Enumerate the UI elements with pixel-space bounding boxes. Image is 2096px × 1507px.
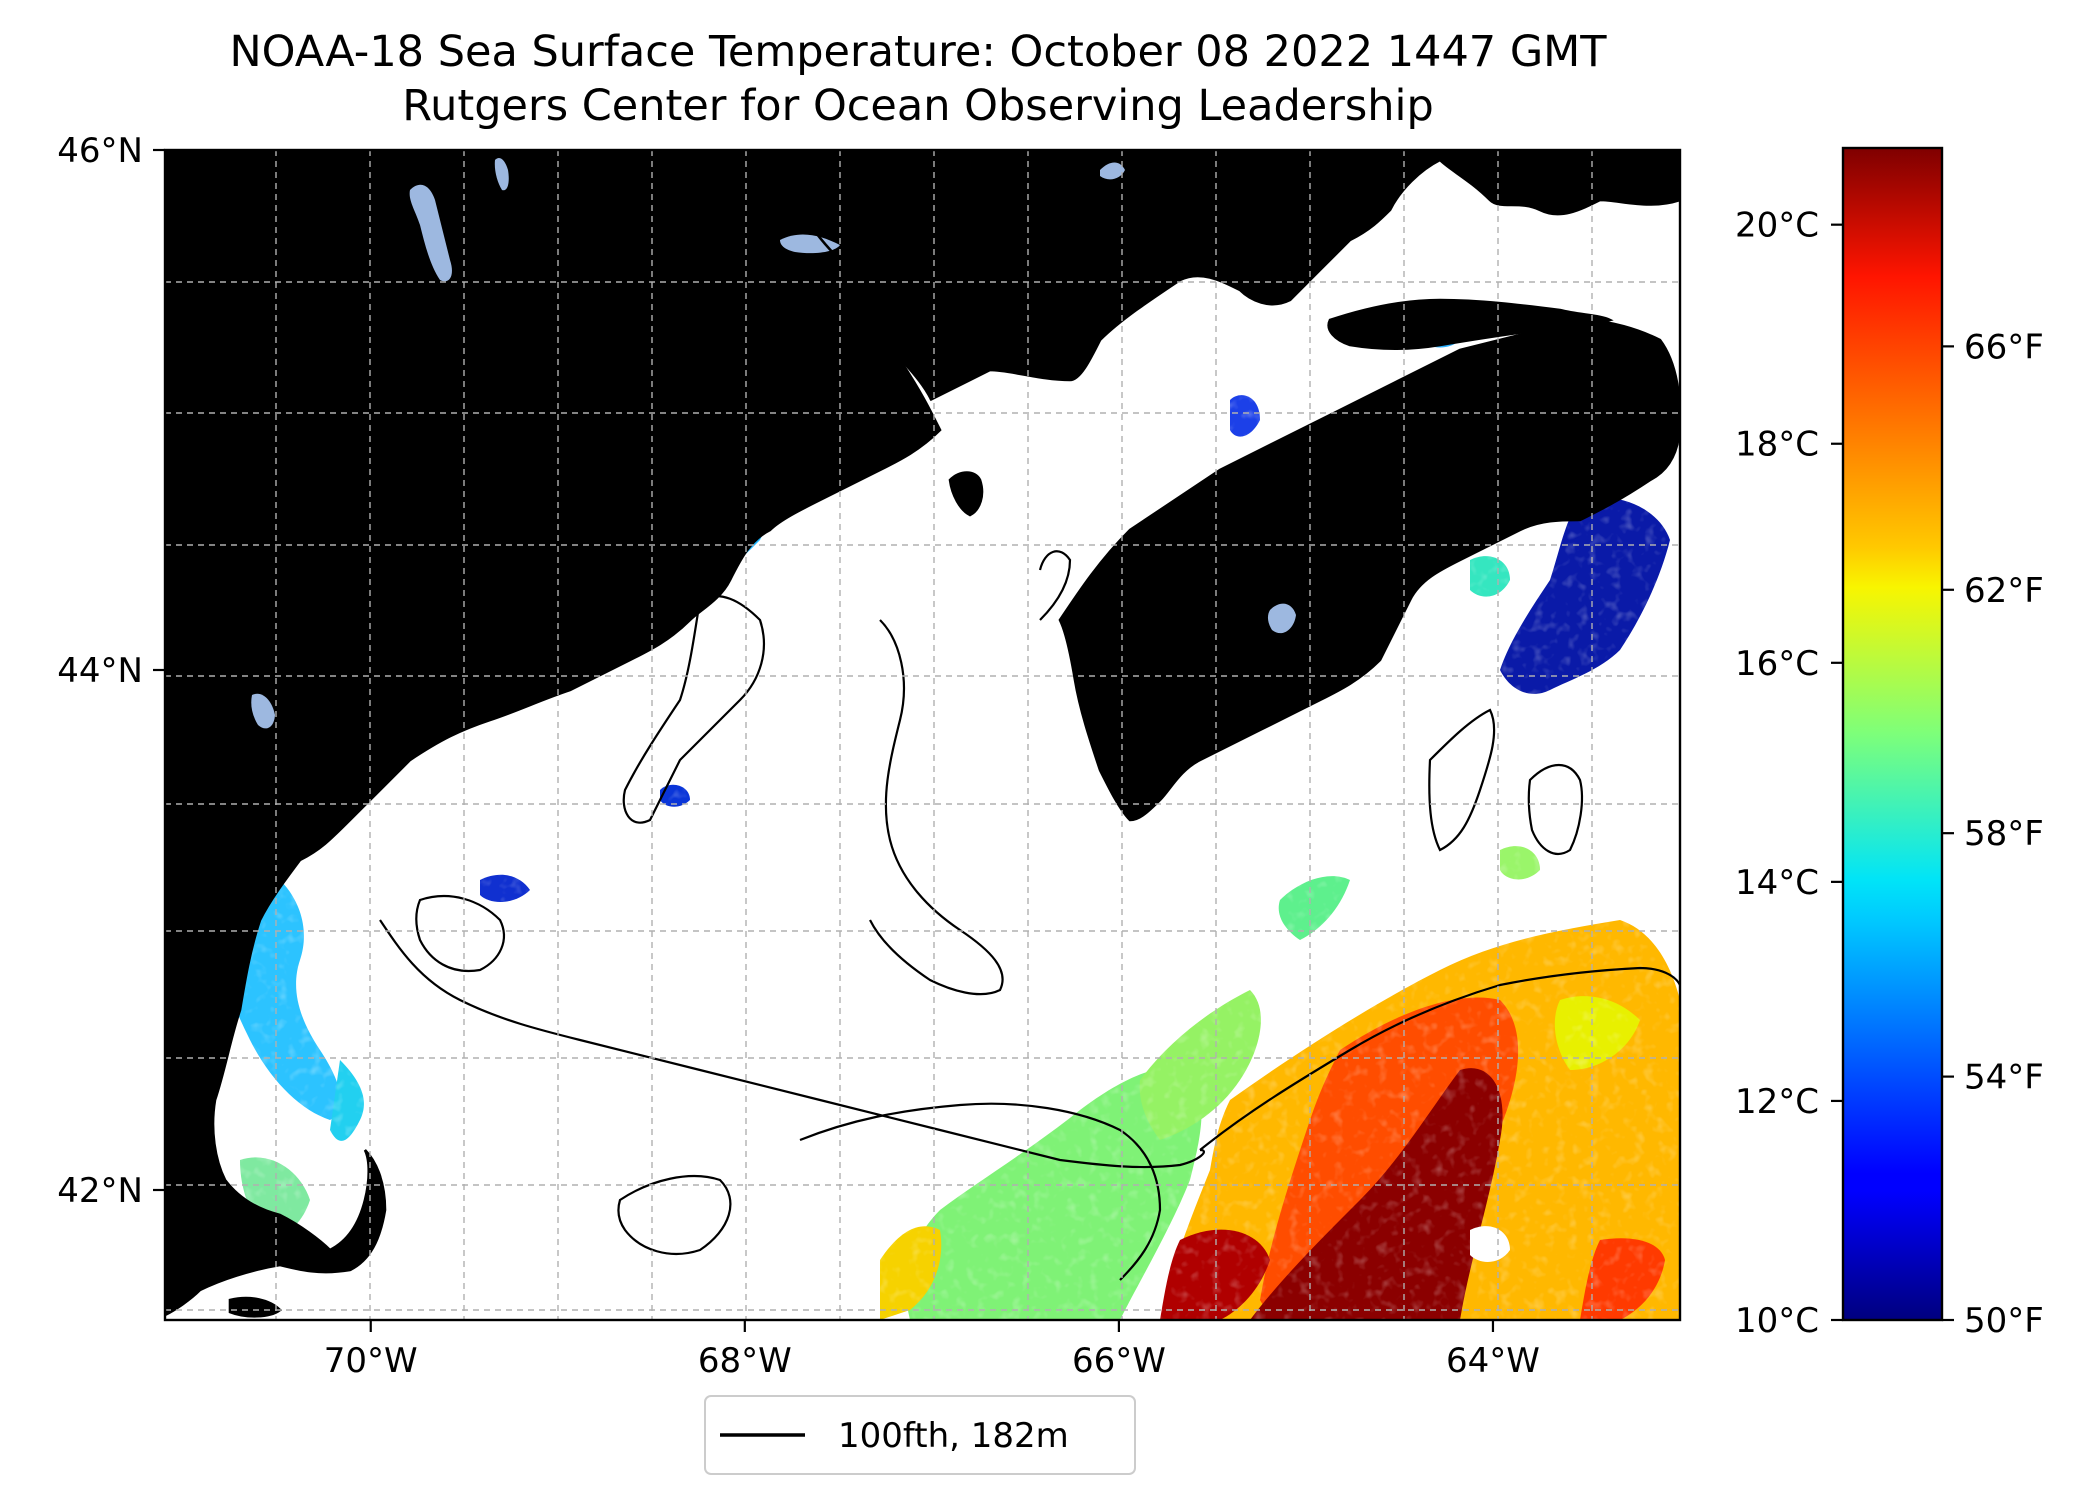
isobath-jordan-basin bbox=[622, 595, 765, 824]
coastline-new-england-maine bbox=[165, 150, 942, 1317]
colorbar-fahrenheit-tick-label: 62°F bbox=[1964, 571, 2044, 611]
lake-moosehead bbox=[409, 184, 452, 282]
isobath-scotian-shelf bbox=[1428, 708, 1496, 852]
legend-box bbox=[704, 1395, 1136, 1475]
title-line-2: Rutgers Center for Ocean Observing Leade… bbox=[402, 81, 1434, 131]
isobath-wilkinson-basin bbox=[415, 895, 505, 973]
coastlines bbox=[165, 150, 1680, 1318]
isobath-georges-basin bbox=[617, 1174, 732, 1255]
colorbar-gradient bbox=[1843, 148, 1942, 1320]
coastline-grand-manan bbox=[948, 471, 984, 517]
isobath-browns-bank bbox=[1527, 764, 1584, 856]
colorbar-celsius-tick-label: 18°C bbox=[1735, 425, 1819, 465]
colorbar-fahrenheit-tick-label: 50°F bbox=[1964, 1301, 2044, 1341]
coastline-pei bbox=[1327, 298, 1614, 351]
colorbar-celsius-tick-label: 12°C bbox=[1735, 1082, 1819, 1122]
colorbar-fahrenheit-tick-label: 58°F bbox=[1964, 814, 2044, 854]
land-new-brunswick bbox=[780, 150, 1680, 400]
colorbar-fahrenheit-axis: 50°F 54°F 58°F 62°F 66°F bbox=[1942, 327, 2044, 1341]
coastline-nova-scotia bbox=[1058, 318, 1680, 822]
lakes-layer bbox=[251, 158, 1296, 729]
isobath-fundy-mouth bbox=[1038, 550, 1072, 621]
coastline-new-brunswick bbox=[929, 158, 1680, 402]
map-panel bbox=[163, 148, 1682, 1322]
colorbar-celsius-tick-label: 16°C bbox=[1735, 644, 1819, 684]
map-frame bbox=[163, 148, 1682, 1322]
lake-northern-1 bbox=[1100, 162, 1125, 180]
colorbar-fahrenheit-tick-label: 66°F bbox=[1964, 327, 2044, 367]
lake-sebago bbox=[251, 693, 275, 729]
colorbar-celsius-tick-label: 10°C bbox=[1735, 1301, 1819, 1341]
x-tick-label: 68°W bbox=[698, 1341, 792, 1381]
land-grand-manan bbox=[950, 472, 982, 515]
x-tick-label: 66°W bbox=[1072, 1341, 1166, 1381]
colorbar-frame bbox=[1841, 146, 1944, 1322]
legend: 100fth, 182m bbox=[704, 1395, 1136, 1475]
colorbar: 10°C 12°C 14°C 16°C 18°C 20°C 50°F 54°F 58°F 62°… bbox=[1735, 146, 2044, 1341]
isobath-georges-bank bbox=[799, 1102, 1162, 1281]
lake-chesuncook bbox=[494, 158, 509, 191]
isobath-100fth bbox=[379, 550, 1680, 1281]
colorbar-celsius-axis: 10°C 12°C 14°C 16°C 18°C 20°C bbox=[1735, 206, 1843, 1341]
title-line-1: NOAA-18 Sea Surface Temperature: October… bbox=[229, 27, 1607, 77]
x-tick-label: 64°W bbox=[1446, 1341, 1540, 1381]
x-tick-label: 70°W bbox=[324, 1341, 418, 1381]
isobath-gulf-of-maine-rim bbox=[379, 919, 1206, 1169]
isobath-shelf-edge bbox=[1199, 966, 1680, 1151]
graticule bbox=[165, 150, 1680, 1320]
colorbar-celsius-tick-label: 14°C bbox=[1735, 863, 1819, 903]
isobath-mid-gulf bbox=[869, 619, 1004, 996]
y-tick-label: 44°N bbox=[57, 651, 143, 691]
y-axis: 46°N 44°N 42°N bbox=[57, 131, 165, 1211]
x-axis: 70°W 68°W 66°W 64°W bbox=[324, 1320, 1540, 1381]
colorbar-fahrenheit-tick-label: 54°F bbox=[1964, 1058, 2044, 1098]
y-tick-label: 42°N bbox=[57, 1171, 143, 1211]
y-tick-label: 46°N bbox=[57, 131, 143, 171]
land-nova-scotia bbox=[1060, 320, 1680, 820]
colorbar-celsius-tick-label: 20°C bbox=[1735, 206, 1819, 246]
lake-grand bbox=[780, 234, 840, 254]
legend-label: 100fth, 182m bbox=[838, 1416, 1069, 1456]
border-maine-nh bbox=[165, 329, 192, 861]
lake-rossignol bbox=[1267, 603, 1296, 634]
land-pei bbox=[1328, 300, 1610, 349]
